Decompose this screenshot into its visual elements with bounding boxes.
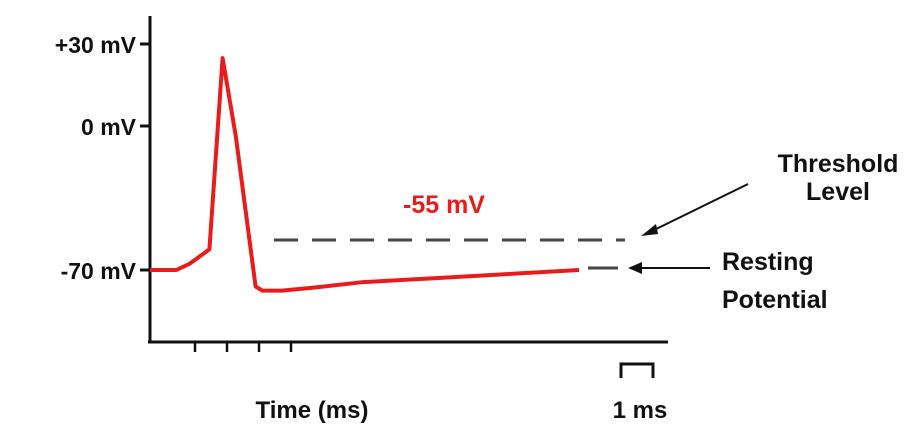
y-tick-label-minus70: -70 mV — [61, 258, 137, 284]
threshold-label-line2: Level — [806, 178, 870, 206]
threshold-arrowhead — [641, 224, 658, 236]
action-potential-trace — [150, 56, 580, 293]
resting-arrowhead — [628, 262, 642, 274]
y-tick-label-0: 0 mV — [81, 114, 137, 140]
threshold-label-line1: Threshold — [778, 150, 899, 178]
scale-bar-label: 1 ms — [613, 397, 668, 424]
threshold-arrow-shaft — [647, 183, 749, 234]
y-tick-label-plus30: +30 mV — [55, 32, 137, 58]
resting-label-line2: Potential — [722, 286, 828, 314]
x-axis-label: Time (ms) — [256, 397, 369, 424]
scale-bar — [619, 362, 655, 378]
resting-label-line1: Resting — [722, 248, 814, 276]
threshold-value-label: -55 mV — [403, 191, 485, 219]
